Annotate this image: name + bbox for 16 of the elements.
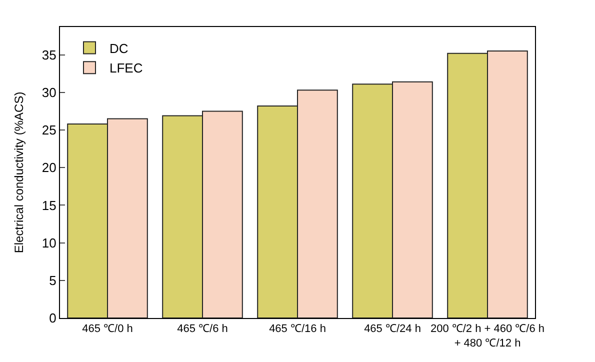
y-tick-label: 20 <box>42 160 56 176</box>
x-tick-label: 200 ℃/2 h + 460 ℃/6 h + 480 ℃/12 h <box>430 323 545 350</box>
y-tick-label: 25 <box>42 122 56 138</box>
x-tick-label: 465 ℃/24 h <box>364 323 421 336</box>
y-tick-label: 0 <box>49 310 56 326</box>
x-tick-label: 465 ℃/16 h <box>269 323 326 336</box>
y-tick-label: 30 <box>42 84 56 100</box>
x-tick-label: 465 ℃/6 h <box>177 323 228 336</box>
legend-label: LFEC <box>110 60 143 76</box>
y-tick-label: 10 <box>42 235 56 250</box>
legend-label: DC <box>110 40 128 56</box>
y-tick-label: 15 <box>42 198 56 213</box>
y-tick-label: 35 <box>42 47 56 62</box>
y-tick-label: 5 <box>49 272 56 288</box>
y-axis-title: Electrical conductivity (%ACS) <box>12 92 26 254</box>
x-tick-label: 465 ℃/0 h <box>82 323 133 336</box>
